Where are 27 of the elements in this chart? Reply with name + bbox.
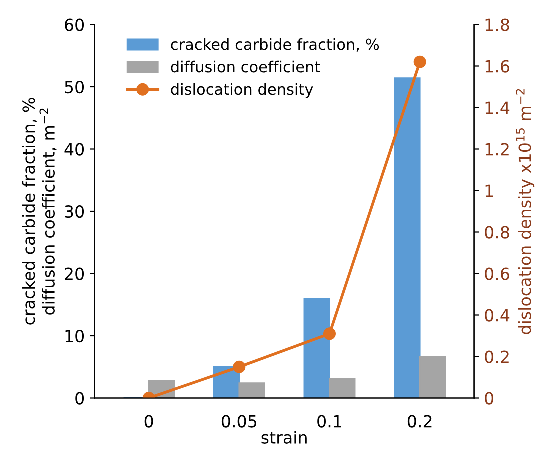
y2-tick-label: 1: [486, 184, 494, 198]
legend-label: diffusion coefficient: [171, 60, 320, 73]
y2-tick-label: 0.6: [485, 268, 510, 280]
x-axis-title: strain: [262, 431, 307, 444]
y2-tick-label: 1.2: [486, 143, 509, 156]
y2-tick-label: 0.4: [485, 309, 510, 322]
y2-tick-label: 0.2: [485, 350, 509, 364]
y2-tick-label: 1.6: [486, 60, 510, 73]
x-tick-label: 0: [144, 415, 154, 428]
y2-tick-label: 0.8: [485, 226, 510, 239]
y2-tick-label: 1.8: [486, 18, 510, 32]
y-tick-label: 10: [66, 330, 84, 343]
y-tick-label: 40: [64, 143, 84, 156]
y-tick-label: 60: [65, 18, 84, 32]
legend-label: cracked carbide fraction, %: [171, 38, 380, 52]
x-tick-label: 0.2: [408, 415, 432, 428]
y2-tick-label: 1.4: [486, 102, 510, 114]
y2-tick-label: 0: [485, 392, 494, 405]
legend-label: dislocation density: [171, 83, 314, 98]
y-tick-label: 20: [65, 268, 84, 280]
y-tick-label: 30: [65, 205, 84, 218]
y-axis-title: cracked carbide fraction, % diffusion coefficient, m$^{−2}$: [22, 98, 57, 325]
y-tick-label: 0: [76, 392, 84, 405]
x-tick-label: 0.1: [318, 415, 342, 428]
y-tick-label: 50: [65, 80, 84, 94]
y2-axis-title: dislocation density x10$^{15}$ m$^{−2}$: [516, 89, 535, 334]
x-tick-label: 0.05: [222, 415, 257, 428]
